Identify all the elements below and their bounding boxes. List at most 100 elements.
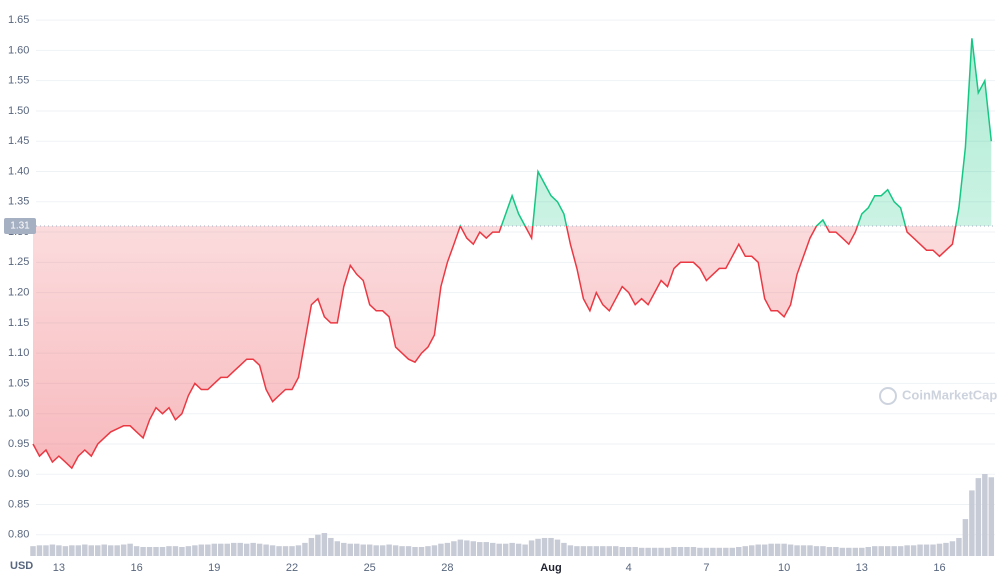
volume-bar [386, 544, 392, 556]
y-tick-label: 1.50 [8, 105, 29, 117]
volume-bar [321, 533, 328, 556]
volume-bar [910, 545, 917, 556]
volume-bar [62, 546, 69, 556]
volume-bar [392, 545, 399, 556]
volume-bar [716, 547, 723, 556]
watermark: CoinMarketCap [879, 387, 997, 405]
watermark-text: CoinMarketCap [902, 387, 997, 402]
volume-bar [431, 545, 438, 556]
volume-bar [794, 545, 800, 556]
y-tick-label: 0.95 [8, 438, 29, 450]
volume-bar [975, 478, 982, 556]
volume-bar [302, 542, 308, 556]
volume-bar [969, 490, 975, 556]
volume-bar [884, 546, 891, 556]
volume-bar [120, 544, 127, 556]
volume-bar [334, 541, 341, 556]
volume-bar [755, 544, 761, 556]
volume-bar [703, 547, 710, 556]
y-tick-label: 1.15 [8, 317, 29, 329]
volume-bar [548, 537, 554, 556]
volume-bar [43, 545, 49, 556]
volume-bar [897, 546, 904, 556]
volume-bar [502, 543, 509, 556]
volume-bar [541, 537, 548, 556]
volume-bar [373, 545, 379, 556]
volume-bar [587, 546, 593, 556]
volume-bar [535, 538, 541, 556]
volume-bar [600, 546, 606, 556]
volume-bar [483, 542, 489, 556]
x-tick-label: 16 [130, 562, 142, 574]
axis-label: USD [10, 560, 33, 572]
volume-bar [185, 546, 192, 556]
y-tick-label: 1.25 [8, 256, 29, 268]
volume-bar [250, 542, 256, 556]
volume-bar [237, 542, 243, 556]
y-tick-label: 0.80 [8, 529, 29, 541]
volume-bar [205, 544, 211, 556]
y-tick-label: 1.65 [8, 14, 29, 26]
area-down [33, 226, 956, 469]
volume-bar [347, 543, 354, 556]
volume-bar [295, 545, 302, 556]
y-tick-label: 1.00 [8, 408, 29, 420]
volume-bar [243, 543, 250, 556]
x-tick-label: 10 [778, 562, 790, 574]
volume-bar [813, 546, 820, 556]
price-line-up [459, 38, 993, 227]
volume-bar [179, 546, 185, 556]
volume-bar [159, 546, 166, 556]
volume-bar [107, 545, 114, 556]
volume-bar [852, 547, 859, 556]
x-tick-label: 13 [856, 562, 868, 574]
volume-bar [218, 543, 224, 556]
volume-bar [412, 546, 418, 556]
volume-bar [146, 546, 153, 556]
volume-bar [658, 547, 664, 556]
volume-bar [904, 545, 910, 556]
area-up [33, 38, 992, 227]
volume-bar [101, 544, 107, 556]
volume-bar [554, 539, 561, 556]
volume-bar [645, 547, 651, 556]
volume-bar [477, 542, 483, 556]
volume-bar [308, 537, 315, 556]
volume-bar [962, 519, 969, 556]
volume-bar [444, 542, 451, 556]
volume-bars [30, 474, 995, 556]
volume-bar [230, 542, 237, 556]
volume-bar [567, 545, 574, 556]
volume-bar [684, 546, 690, 556]
volume-bar [354, 543, 360, 556]
x-tick-label: 19 [208, 562, 220, 574]
volume-bar [619, 546, 625, 556]
plot: 1.31 [4, 38, 995, 470]
volume-bar [88, 545, 95, 556]
volume-bar [528, 540, 535, 556]
volume-bar [800, 545, 807, 556]
volume-bar [593, 546, 600, 556]
volume-bar [891, 546, 897, 556]
x-tick-label: 25 [364, 562, 376, 574]
volume-bar [833, 546, 839, 556]
volume-bar [263, 544, 269, 556]
volume-bar [606, 546, 613, 556]
volume-bar [256, 543, 263, 556]
price-line-down [32, 226, 957, 470]
volume-bar [405, 546, 412, 556]
volume-bar [425, 546, 431, 556]
volume-bar [82, 544, 88, 556]
volume-bar [671, 546, 677, 556]
volume-bar [826, 546, 833, 556]
volume-bar [127, 543, 133, 556]
volume-bar [949, 541, 956, 556]
volume-bar [489, 542, 496, 556]
volume-bar [172, 546, 179, 556]
volume-bar [496, 543, 502, 556]
x-tick-label: 4 [626, 562, 632, 574]
y-tick-label: 1.05 [8, 377, 29, 389]
volume-bar [917, 544, 923, 556]
volume-bar [166, 546, 172, 556]
volume-bar [140, 546, 146, 556]
